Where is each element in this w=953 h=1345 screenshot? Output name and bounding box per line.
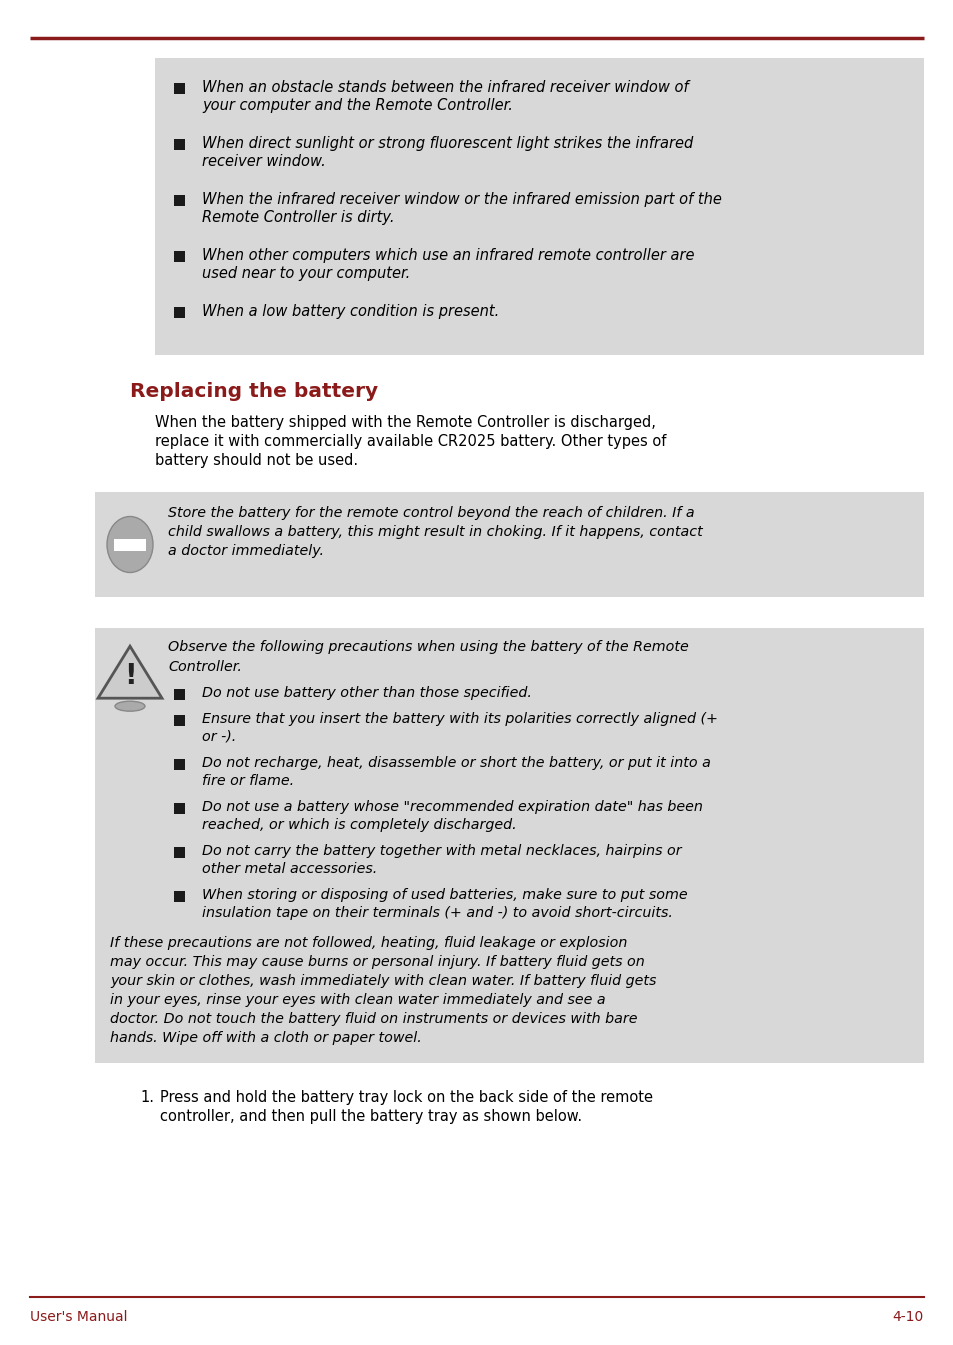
Bar <box>173 139 185 151</box>
Text: Remote Controller is dirty.: Remote Controller is dirty. <box>202 210 395 225</box>
Text: Do not use a battery whose "recommended expiration date" has been: Do not use a battery whose "recommended … <box>202 800 702 814</box>
Bar <box>173 716 185 726</box>
Text: other metal accessories.: other metal accessories. <box>202 862 376 876</box>
Bar <box>173 195 185 206</box>
Bar <box>173 759 185 769</box>
Text: Do not carry the battery together with metal necklaces, hairpins or: Do not carry the battery together with m… <box>202 845 680 858</box>
Text: battery should not be used.: battery should not be used. <box>154 453 357 468</box>
Text: When direct sunlight or strong fluorescent light strikes the infrared: When direct sunlight or strong fluoresce… <box>202 136 693 151</box>
Text: replace it with commercially available CR2025 battery. Other types of: replace it with commercially available C… <box>154 434 666 449</box>
Text: When the battery shipped with the Remote Controller is discharged,: When the battery shipped with the Remote… <box>154 416 656 430</box>
Text: Do not recharge, heat, disassemble or short the battery, or put it into a: Do not recharge, heat, disassemble or sh… <box>202 756 710 769</box>
Text: or -).: or -). <box>202 730 236 744</box>
Bar <box>95 628 923 1063</box>
Bar <box>95 492 923 597</box>
Text: a doctor immediately.: a doctor immediately. <box>168 543 324 558</box>
Bar <box>173 83 185 94</box>
Text: Do not use battery other than those specified.: Do not use battery other than those spec… <box>202 686 532 699</box>
Text: doctor. Do not touch the battery fluid on instruments or devices with bare: doctor. Do not touch the battery fluid o… <box>110 1011 637 1026</box>
Polygon shape <box>98 646 162 698</box>
Text: reached, or which is completely discharged.: reached, or which is completely discharg… <box>202 818 517 833</box>
Bar <box>173 252 185 262</box>
Text: may occur. This may cause burns or personal injury. If battery fluid gets on: may occur. This may cause burns or perso… <box>110 955 644 968</box>
Ellipse shape <box>115 701 145 712</box>
Text: When other computers which use an infrared remote controller are: When other computers which use an infrar… <box>202 247 694 264</box>
Bar <box>173 803 185 814</box>
Bar <box>173 890 185 902</box>
Text: Replacing the battery: Replacing the battery <box>130 382 377 401</box>
Text: User's Manual: User's Manual <box>30 1310 128 1323</box>
Bar <box>113 538 146 550</box>
Text: in your eyes, rinse your eyes with clean water immediately and see a: in your eyes, rinse your eyes with clean… <box>110 993 605 1007</box>
Text: child swallows a battery, this might result in choking. If it happens, contact: child swallows a battery, this might res… <box>168 525 702 539</box>
Text: When an obstacle stands between the infrared receiver window of: When an obstacle stands between the infr… <box>202 79 688 95</box>
Text: Controller.: Controller. <box>168 660 242 674</box>
Ellipse shape <box>107 516 152 573</box>
Text: When storing or disposing of used batteries, make sure to put some: When storing or disposing of used batter… <box>202 888 687 902</box>
Bar <box>173 689 185 699</box>
Text: hands. Wipe off with a cloth or paper towel.: hands. Wipe off with a cloth or paper to… <box>110 1032 421 1045</box>
Text: Observe the following precautions when using the battery of the Remote: Observe the following precautions when u… <box>168 640 688 654</box>
Text: receiver window.: receiver window. <box>202 153 325 169</box>
Text: your skin or clothes, wash immediately with clean water. If battery fluid gets: your skin or clothes, wash immediately w… <box>110 974 656 989</box>
Text: If these precautions are not followed, heating, fluid leakage or explosion: If these precautions are not followed, h… <box>110 936 627 950</box>
Text: !: ! <box>124 662 136 690</box>
Text: 1.: 1. <box>140 1089 153 1106</box>
Text: your computer and the Remote Controller.: your computer and the Remote Controller. <box>202 98 513 113</box>
Bar <box>154 58 923 355</box>
Text: When a low battery condition is present.: When a low battery condition is present. <box>202 304 498 319</box>
Bar <box>173 847 185 858</box>
Text: Store the battery for the remote control beyond the reach of children. If a: Store the battery for the remote control… <box>168 506 694 521</box>
Text: used near to your computer.: used near to your computer. <box>202 266 410 281</box>
Text: When the infrared receiver window or the infrared emission part of the: When the infrared receiver window or the… <box>202 192 721 207</box>
Text: 4-10: 4-10 <box>892 1310 923 1323</box>
Text: Ensure that you insert the battery with its polarities correctly aligned (+: Ensure that you insert the battery with … <box>202 712 718 726</box>
Text: insulation tape on their terminals (+ and -) to avoid short-circuits.: insulation tape on their terminals (+ an… <box>202 907 672 920</box>
Text: fire or flame.: fire or flame. <box>202 773 294 788</box>
Text: Press and hold the battery tray lock on the back side of the remote: Press and hold the battery tray lock on … <box>160 1089 652 1106</box>
Bar <box>173 307 185 317</box>
Text: controller, and then pull the battery tray as shown below.: controller, and then pull the battery tr… <box>160 1110 581 1124</box>
